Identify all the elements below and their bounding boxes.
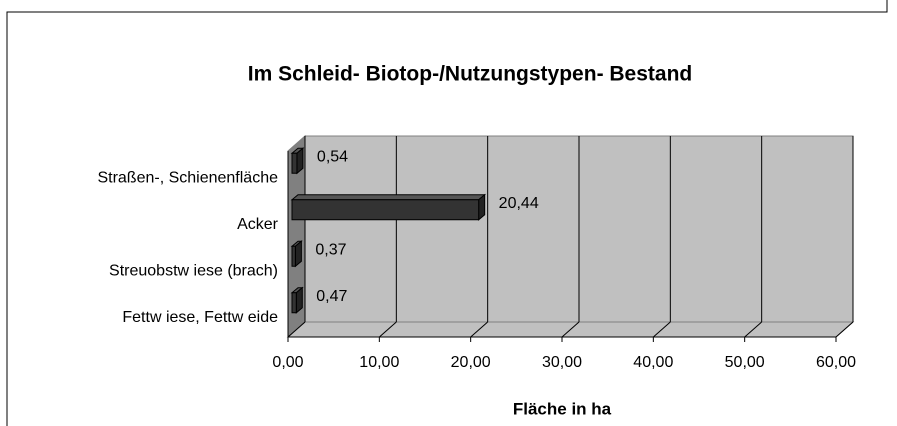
bar bbox=[291, 199, 480, 221]
floor-grid-line bbox=[470, 321, 488, 338]
y-tick-label: Straßen-, Schienenfläche bbox=[97, 169, 278, 186]
x-tick-label: 40,00 bbox=[633, 354, 673, 371]
floor-grid-line bbox=[287, 321, 306, 338]
value-label: 0,37 bbox=[315, 241, 346, 258]
floor-grid-line bbox=[561, 321, 580, 338]
x-axis-title: Fläche in ha bbox=[513, 399, 612, 418]
bar bbox=[291, 152, 298, 174]
x-tick-label: 0,00 bbox=[272, 354, 303, 371]
bar-side bbox=[296, 147, 304, 175]
chart-title: Im Schleid- Biotop-/Nutzungstypen- Besta… bbox=[248, 63, 693, 86]
bar-top bbox=[290, 194, 487, 201]
value-label: 0,47 bbox=[316, 288, 347, 305]
floor-grid-line bbox=[653, 321, 671, 338]
chart-border bbox=[6, 0, 888, 426]
x-tick-label: 60,00 bbox=[816, 354, 856, 371]
x-tick-label: 10,00 bbox=[359, 354, 399, 371]
floor-grid-line bbox=[835, 321, 854, 338]
bar-side bbox=[478, 193, 486, 221]
x-tick-label: 30,00 bbox=[542, 354, 582, 371]
value-label: 20,44 bbox=[499, 195, 539, 212]
bar-side bbox=[294, 240, 302, 268]
floor-grid-line bbox=[744, 321, 762, 338]
bar-side bbox=[295, 286, 303, 314]
y-tick-label: Streuobstw iese (brach) bbox=[109, 262, 278, 279]
floor-grid-line bbox=[379, 321, 397, 338]
y-tick-label: Fettw iese, Fettw eide bbox=[122, 309, 278, 326]
bar bbox=[291, 245, 296, 267]
value-label: 0,54 bbox=[317, 148, 348, 165]
bar bbox=[291, 292, 297, 314]
x-tick-label: 50,00 bbox=[725, 354, 765, 371]
x-tick-label: 20,00 bbox=[451, 354, 491, 371]
y-tick-label: Acker bbox=[237, 216, 279, 233]
